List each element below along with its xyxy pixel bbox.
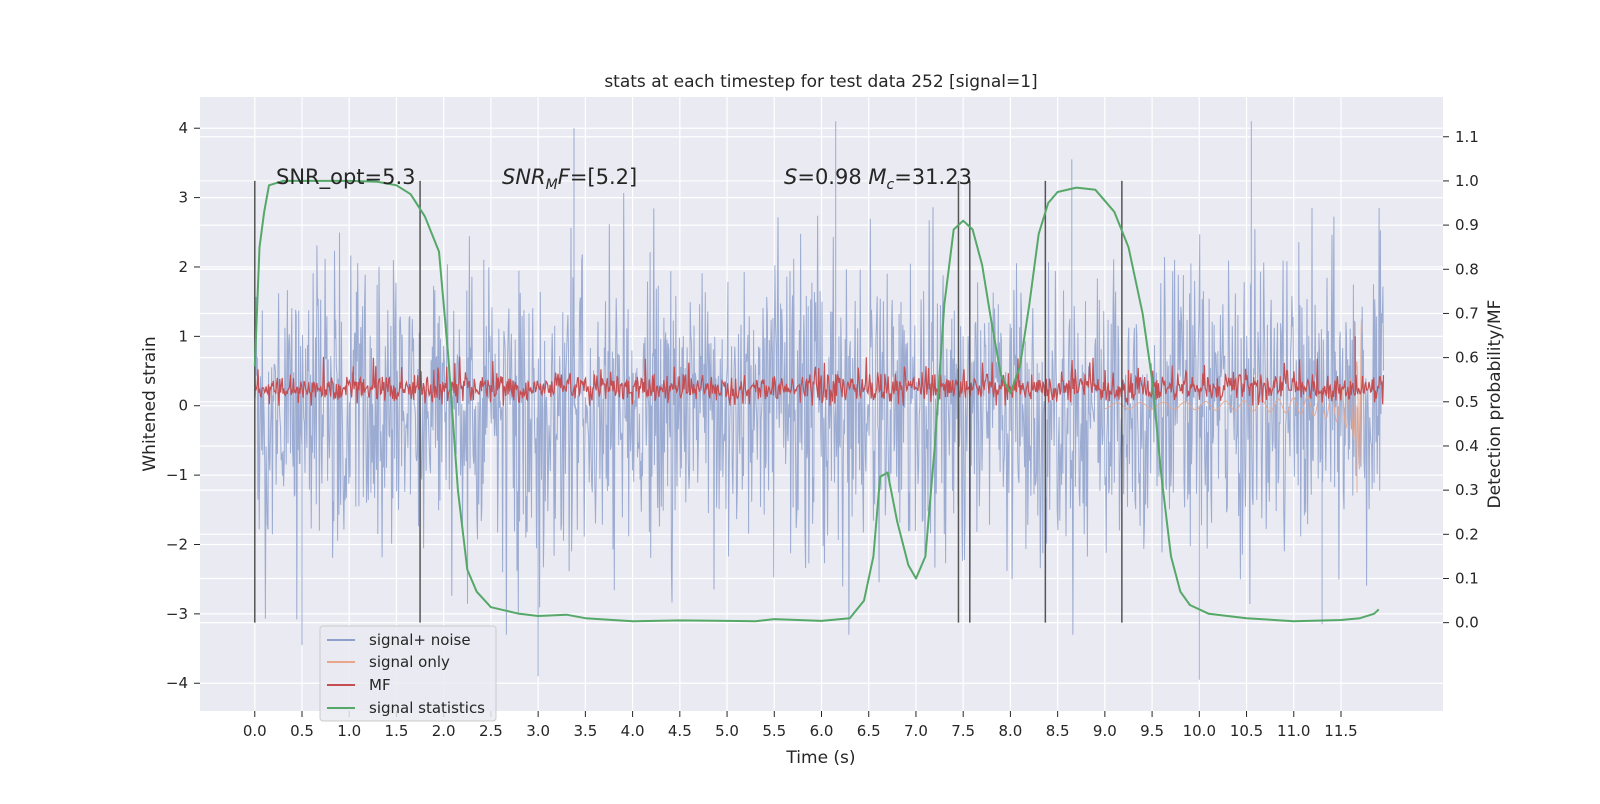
x-tick-label: 4.0 [621, 722, 645, 740]
x-tick-label: 5.5 [762, 722, 786, 740]
x-tick-label: 9.5 [1140, 722, 1164, 740]
x-tick-label: 2.5 [479, 722, 503, 740]
vertical-markers [254, 180, 1123, 623]
legend-label-signal-statistics: signal statistics [369, 699, 485, 717]
y-right-tick-label: 1.1 [1455, 128, 1479, 146]
y-right-tick-label: 0.5 [1455, 393, 1479, 411]
y-right-tick-label: 0.9 [1455, 216, 1479, 234]
y-tick-label: 0 [178, 397, 188, 415]
x-tick-label: 1.0 [337, 722, 361, 740]
x-tick-label: 8.0 [998, 722, 1022, 740]
x-tick-label: 10.0 [1183, 722, 1216, 740]
y-right-tick-label: 0.0 [1455, 614, 1479, 632]
series-mf [254, 336, 1385, 406]
y-right-tick-label: 0.8 [1455, 260, 1479, 278]
x-tick-label: 6.0 [810, 722, 834, 740]
y-right-tick-label: 0.7 [1455, 304, 1479, 322]
x-tick-label: 2.0 [432, 722, 456, 740]
mf-trace [254, 336, 1385, 406]
noise-trace [254, 121, 1384, 680]
signal-statistics-line [253, 179, 1380, 623]
y-right-tick-label: 0.4 [1455, 437, 1479, 455]
legend: signal+ noise signal only MF signal stat… [319, 625, 497, 722]
y-tick-label: 2 [178, 258, 188, 276]
y-right-tick-label: 0.1 [1455, 569, 1479, 587]
annotation-s-mc: S=0.98 Mc=31.23 [784, 165, 972, 193]
x-tick-label: 10.5 [1230, 722, 1263, 740]
x-tick-label: 7.0 [904, 722, 928, 740]
y-tick-label: −2 [166, 535, 188, 553]
series-signal-plus-noise [254, 121, 1384, 680]
series-signal-statistics [253, 179, 1380, 623]
x-tick-label: 1.5 [385, 722, 409, 740]
axis-ticks: 0.0 0.5 1.0 1.5 2.0 2.5 3.0 3.5 4.0 4.5 5.0 5.5 6.0 6… [166, 119, 1479, 740]
annotation-snr-opt: SNR_opt=5.3 [276, 165, 416, 190]
y-right-tick-label: 1.0 [1455, 172, 1479, 190]
annotation-snr-mf: SNRMF=[5.2] [502, 165, 637, 193]
x-tick-label: 7.5 [951, 722, 975, 740]
y-tick-label: −1 [166, 466, 188, 484]
x-tick-label: 0.5 [290, 722, 314, 740]
x-tick-label: 4.5 [668, 722, 692, 740]
x-tick-label: 6.5 [857, 722, 881, 740]
x-tick-label: 11.5 [1324, 722, 1357, 740]
x-tick-label: 8.5 [1046, 722, 1070, 740]
chart-title: stats at each timestep for test data 252… [604, 72, 1037, 92]
y-tick-label: −3 [166, 605, 188, 623]
x-axis-label: Time (s) [785, 748, 855, 768]
x-tick-label: 0.0 [243, 722, 267, 740]
y-tick-label: 1 [178, 327, 188, 345]
y-right-tick-label: 0.6 [1455, 349, 1479, 367]
legend-frame [319, 625, 497, 722]
y-right-tick-label: 0.2 [1455, 525, 1479, 543]
x-tick-label: 5.0 [715, 722, 739, 740]
legend-label-signal-plus-noise: signal+ noise [369, 631, 471, 649]
x-tick-label: 11.0 [1277, 722, 1310, 740]
x-tick-label: 9.0 [1093, 722, 1117, 740]
y-tick-label: 4 [178, 119, 188, 137]
y-tick-label: 3 [178, 189, 188, 207]
x-tick-label: 3.5 [573, 722, 597, 740]
y-tick-label: −4 [166, 674, 188, 692]
y-axis-label: Whitened strain [140, 336, 160, 471]
y-right-tick-label: 0.3 [1455, 481, 1479, 499]
legend-label-mf: MF [369, 676, 391, 694]
legend-label-signal-only: signal only [369, 653, 450, 671]
y-right-axis-label: Detection probability/MF [1485, 300, 1505, 509]
x-tick-label: 3.0 [526, 722, 550, 740]
